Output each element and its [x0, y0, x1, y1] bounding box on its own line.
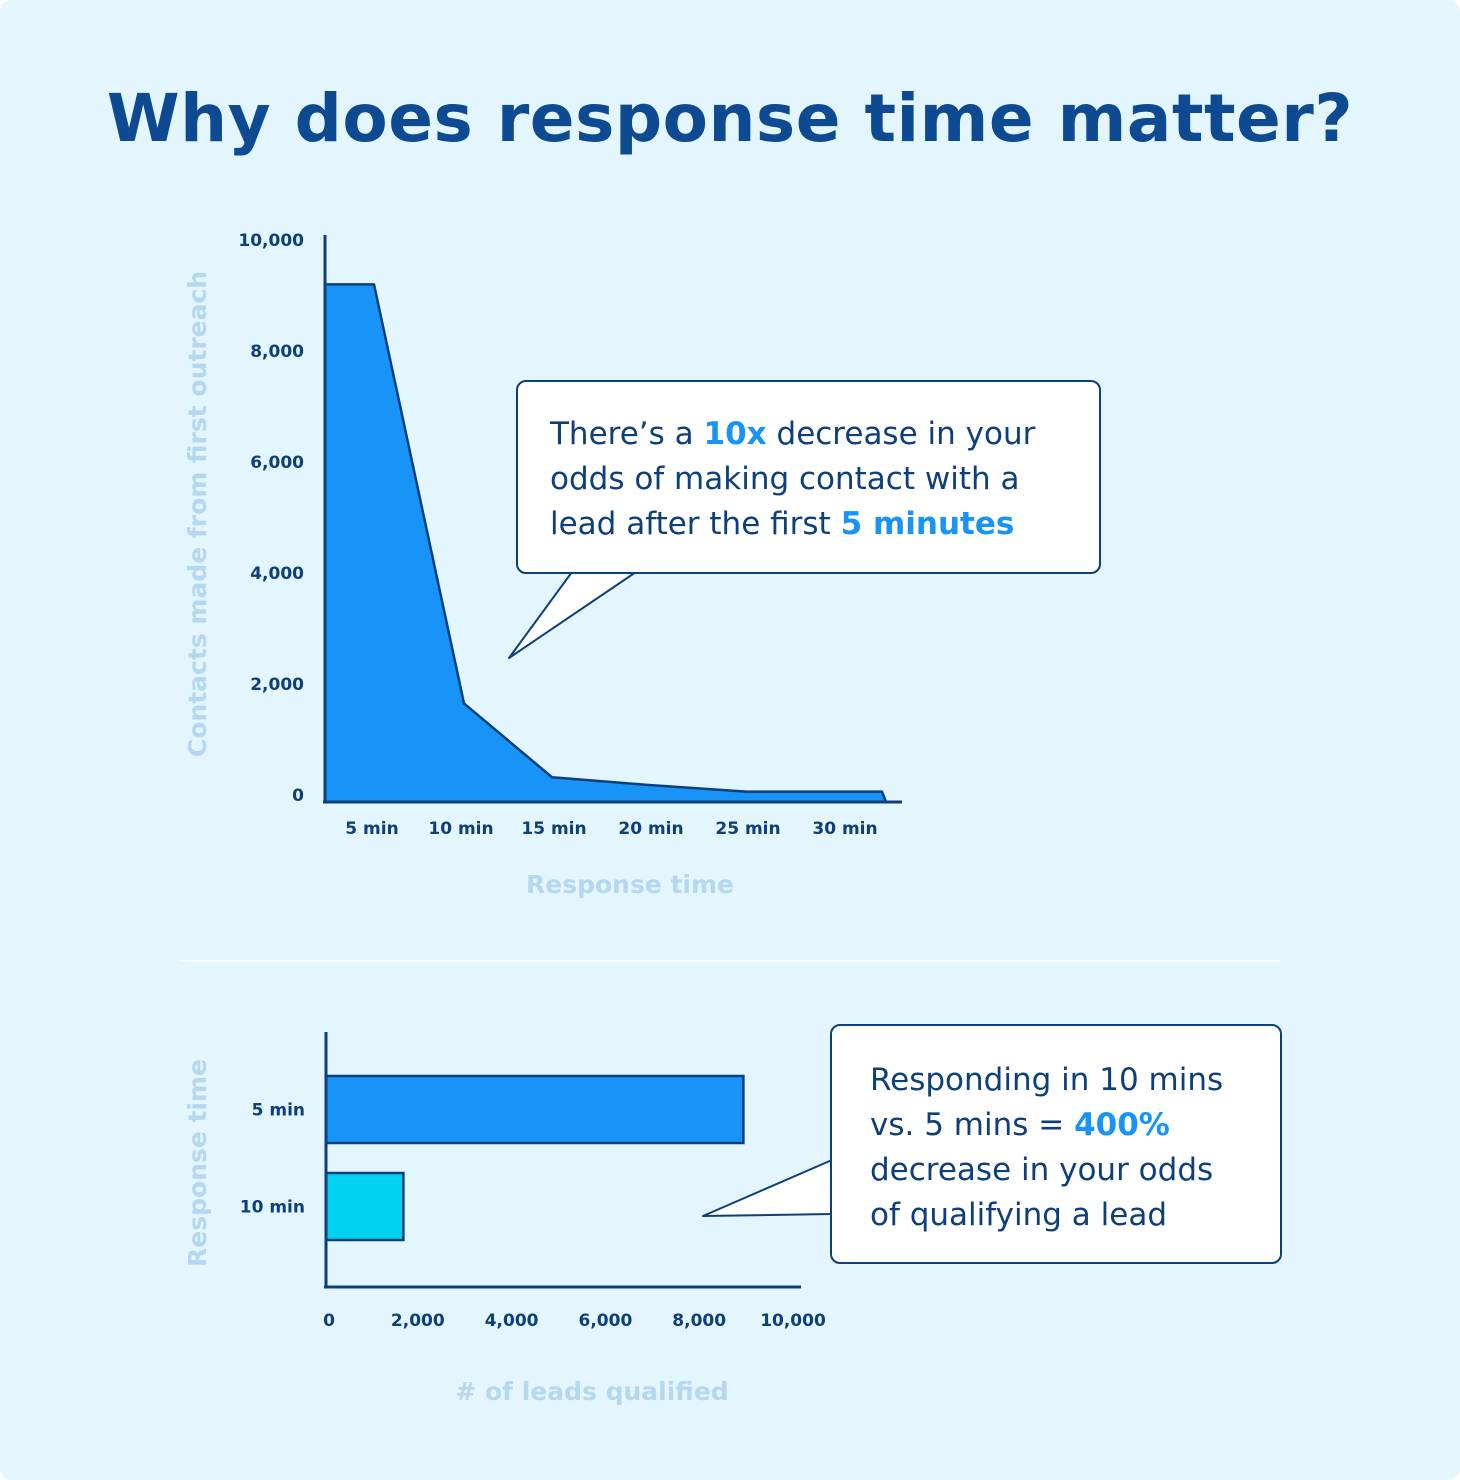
bar-chart-x-tick-label: 8,000 [672, 1311, 726, 1331]
callout-1-highlight-10x: 10x [703, 416, 767, 452]
area-chart-y-axis-title: Contacts made from first outreach [183, 271, 212, 757]
bar-chart-x-tick-label: 4,000 [485, 1311, 539, 1331]
bar-chart-category-label: 10 min [240, 1198, 305, 1218]
callout-contact-odds: There’s a 10x decrease in your odds of m… [516, 380, 1101, 574]
area-chart-x-axis-title: Response time [526, 870, 734, 899]
area-chart-y-tick-label: 0 [292, 786, 304, 806]
callout-2-text-a: Responding in 10 mins vs. 5 mins = [870, 1062, 1224, 1143]
area-chart-y-tick-label: 8,000 [250, 342, 304, 362]
section-divider [180, 960, 1280, 962]
callout-qualify-odds: Responding in 10 mins vs. 5 mins = 400% … [830, 1024, 1282, 1264]
bar-chart-y-categories: 5 min 10 min [240, 1101, 305, 1218]
callout-2-tail [702, 1159, 833, 1217]
bar-5-min [324, 1074, 745, 1145]
area-chart-x-ticks: 5 min 10 min 15 min 20 min 25 min 30 min [345, 819, 877, 839]
area-chart-y-tick-label: 4,000 [250, 564, 304, 584]
callout-1-text-a: There’s a [550, 416, 704, 452]
bar-chart-x-tick-label: 6,000 [579, 1311, 633, 1331]
area-chart-x-tick-label: 25 min [715, 819, 780, 839]
bar-chart-y-axis-title: Response time [183, 1059, 212, 1267]
page-title: Why does response time matter? [106, 80, 1354, 157]
area-chart-y-tick-label: 10,000 [238, 231, 304, 251]
callout-1-highlight-5-minutes: 5 minutes [840, 506, 1015, 542]
callout-1-tail [508, 571, 637, 659]
bar-chart-x-tick-label: 10,000 [760, 1311, 826, 1331]
contacts-area [323, 283, 888, 804]
bar-chart-x-ticks: 0 2,000 4,000 6,000 8,000 10,000 [323, 1311, 826, 1331]
bar-chart-category-label: 5 min [252, 1101, 305, 1121]
bar-chart-x-tick-label: 0 [323, 1311, 335, 1331]
area-chart-y-tick-label: 6,000 [250, 453, 304, 473]
bar-chart-x-tick-label: 2,000 [391, 1311, 445, 1331]
area-chart-x-tick-label: 5 min [345, 819, 398, 839]
bar-10-min [324, 1171, 405, 1242]
area-chart-x-tick-label: 10 min [428, 819, 493, 839]
callout-2-highlight-400: 400% [1074, 1107, 1170, 1143]
area-chart-y-tick-label: 2,000 [250, 675, 304, 695]
contacts-area-chart: 0 2,000 4,000 6,000 8,000 10,000 5 min 10 min 1… [183, 231, 902, 899]
area-chart-x-tick-label: 20 min [618, 819, 683, 839]
callout-2-text-b: decrease in your odds of qualifying a le… [870, 1152, 1214, 1233]
bar-chart-x-axis-title: # of leads qualified [455, 1377, 728, 1406]
leads-bars [324, 1074, 745, 1242]
area-chart-x-tick-label: 30 min [812, 819, 877, 839]
callout-1-text-b: decrease in your odds of making contact … [550, 416, 1036, 542]
area-chart-x-tick-label: 15 min [521, 819, 586, 839]
area-chart-y-ticks: 0 2,000 4,000 6,000 8,000 10,000 [238, 231, 304, 806]
